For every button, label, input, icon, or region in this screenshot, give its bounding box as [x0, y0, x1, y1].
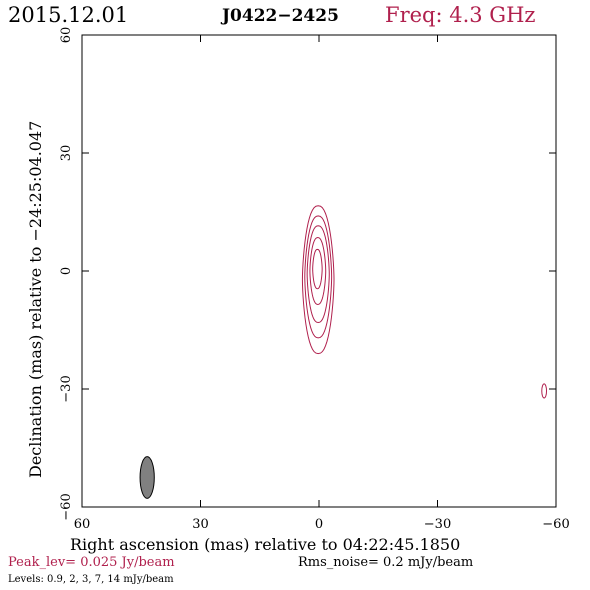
contour-line — [309, 237, 327, 305]
x-tick-label: −60 — [542, 517, 569, 532]
x-tick-label: 30 — [192, 517, 209, 532]
date-label: 2015.12.01 — [8, 3, 128, 27]
y-tick-label: 30 — [59, 145, 74, 162]
x-tick-label: 60 — [74, 517, 91, 532]
contour-line — [306, 225, 330, 324]
y-tick-label: −30 — [59, 375, 74, 402]
contour-group — [139, 205, 548, 499]
plot-frame — [81, 34, 557, 508]
contour-levels-label: Levels: 0.9, 2, 3, 7, 14 mJy/beam — [8, 574, 174, 585]
y-tick-label: 0 — [59, 267, 74, 275]
frequency-label: Freq: 4.3 GHz — [385, 3, 535, 27]
peak-level-label: Peak_lev= 0.025 Jy/beam — [8, 555, 175, 570]
axis-ticks: 60 30 0 −30 −60 −60 −30 0 30 60 — [59, 27, 570, 532]
y-tick-label: 60 — [59, 27, 74, 44]
x-tick-label: 0 — [315, 517, 323, 532]
rms-noise-label: Rms_noise= 0.2 mJy/beam — [298, 555, 473, 570]
x-tick-label: −30 — [424, 517, 451, 532]
contour-line — [301, 205, 335, 355]
source-label: J0422−2425 — [220, 6, 339, 26]
contour-line — [304, 215, 333, 339]
y-axis-label: Declination (mas) relative to −24:25:04.… — [26, 121, 45, 478]
secondary-component-contour — [541, 383, 548, 399]
y-tick-label: −60 — [59, 493, 74, 520]
x-axis-label: Right ascension (mas) relative to 04:22:… — [70, 535, 460, 554]
contour-line — [312, 248, 323, 290]
beam-ellipse — [139, 456, 155, 499]
